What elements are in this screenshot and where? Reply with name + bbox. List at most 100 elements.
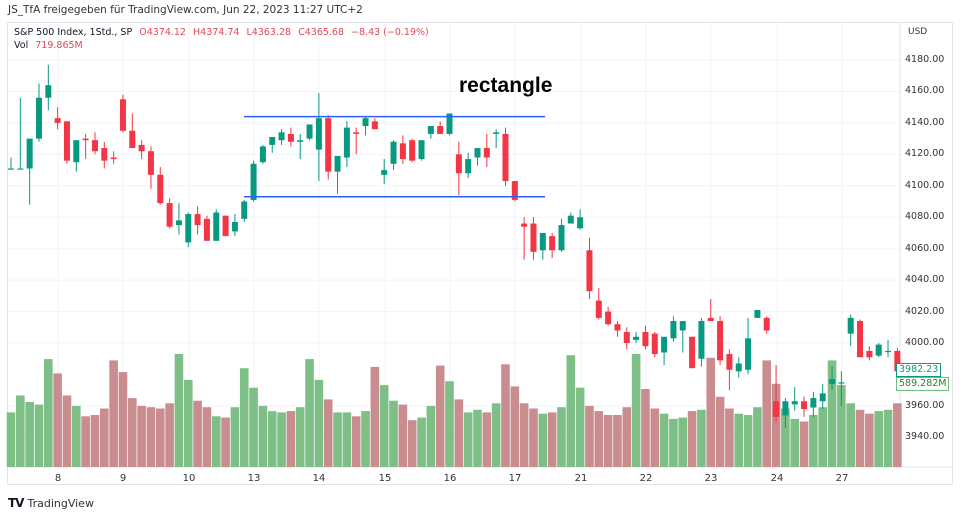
last-volume-badge: 589.282M (896, 377, 950, 391)
volume-bar (16, 395, 25, 467)
volume-bar (277, 412, 286, 467)
volume-bar (734, 413, 744, 467)
volume-bar (781, 408, 790, 467)
volume-bar (174, 353, 184, 467)
candle (213, 212, 220, 241)
time-tick-label: 23 (704, 473, 718, 484)
volume-bar (650, 408, 660, 467)
volume-bar (529, 408, 538, 467)
volume-bar (669, 418, 678, 467)
candle (763, 317, 770, 331)
volume-bar (827, 360, 837, 467)
change-value: −8.43 (−0.19%) (351, 27, 429, 38)
candle (399, 143, 406, 160)
volume-bar (351, 416, 361, 467)
candle (894, 350, 901, 372)
candle (493, 132, 500, 134)
candle (642, 332, 649, 347)
candle (222, 215, 229, 237)
candle (670, 321, 677, 339)
volume-bar (286, 411, 296, 467)
volume-bar (865, 413, 874, 467)
candle (166, 203, 173, 227)
volume-bar (762, 360, 772, 467)
candle (101, 148, 108, 161)
price-tick-label: 4080.00 (905, 211, 945, 223)
candle (45, 85, 52, 98)
volume-bar (379, 385, 389, 467)
candle (381, 170, 388, 175)
volume-bar (118, 372, 128, 467)
candle (35, 97, 42, 139)
volume-bar (44, 359, 53, 467)
volume-bar (25, 402, 34, 467)
volume-bar (426, 405, 436, 467)
volume-label: Vol (14, 40, 29, 51)
volume-bar (407, 420, 417, 467)
symbol-name[interactable]: S&P 500 Index, 1Std., SP (14, 27, 133, 38)
volume-bar (267, 411, 277, 467)
volume-bar (715, 396, 725, 467)
candle (315, 118, 322, 150)
volume-bar (603, 415, 613, 467)
volume-bar (62, 395, 72, 467)
candle (26, 138, 33, 169)
volume-bar (753, 407, 762, 467)
volume-bar (482, 412, 492, 467)
price-tick-label: 4000.00 (905, 337, 945, 349)
candle (63, 121, 70, 161)
volume-bar (557, 407, 566, 467)
brand-name: TradingView (27, 496, 94, 510)
volume-bar (631, 353, 641, 467)
price-tick-label: 3960.00 (905, 399, 945, 411)
candle (119, 99, 126, 131)
candle (866, 350, 873, 358)
candle (511, 181, 518, 200)
share-attribution: JS_TfA freigegeben für TradingView.com, … (8, 4, 363, 16)
volume-bar (622, 407, 632, 467)
tradingview-logo-icon: TV (8, 496, 25, 510)
volume-bar (109, 360, 118, 467)
low-value: L4363.28 (246, 27, 292, 38)
volume-bar (771, 383, 781, 467)
volume-bar (454, 399, 464, 467)
volume-bar (398, 404, 408, 467)
candle (791, 401, 798, 405)
ohlc-row: S&P 500 Index, 1Std., SP O4374.12 H4374.… (14, 26, 433, 39)
volume-bar (72, 405, 81, 467)
volume-bar (706, 357, 716, 467)
volume-bar (613, 415, 622, 467)
volume-bars (6, 353, 902, 467)
candle (231, 221, 238, 232)
volume-bar (687, 411, 697, 467)
candle (567, 215, 574, 224)
volume-bar (249, 387, 258, 467)
currency-label: USD (908, 27, 928, 37)
price-tick-label: 4120.00 (905, 148, 945, 160)
footer-branding[interactable]: TV TradingView (8, 496, 94, 510)
candle (623, 332, 630, 344)
volume-bar (221, 417, 230, 467)
candle (353, 132, 360, 134)
time-tick-label: 27 (835, 473, 849, 484)
volume-bar (100, 408, 109, 467)
volume-bar (519, 403, 529, 467)
volume-bar (81, 416, 90, 467)
candle (129, 130, 136, 149)
candle (614, 324, 621, 331)
candle (110, 157, 117, 160)
volume-bar (6, 412, 16, 467)
volume-bar (659, 413, 669, 467)
volume-bar (155, 408, 165, 467)
candle (297, 140, 304, 142)
volume-bar (53, 373, 62, 467)
rectangle-annotation[interactable]: rectangle (459, 74, 553, 97)
time-tick-label: 13 (247, 473, 261, 484)
candle (17, 168, 24, 170)
volume-bar (127, 398, 137, 467)
volume-bar (165, 403, 174, 467)
volume-bar (417, 417, 426, 467)
time-tick-label: 22 (639, 473, 653, 484)
volume-bar (473, 409, 482, 467)
